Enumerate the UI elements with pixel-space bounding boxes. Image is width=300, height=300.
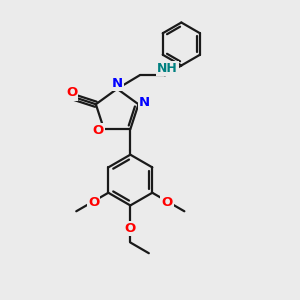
Text: O: O xyxy=(161,196,172,208)
Text: O: O xyxy=(125,222,136,235)
Text: O: O xyxy=(66,86,77,100)
Text: O: O xyxy=(88,196,99,208)
Text: NH: NH xyxy=(157,62,178,75)
Text: N: N xyxy=(112,77,123,90)
Text: O: O xyxy=(92,124,104,137)
Text: N: N xyxy=(139,96,150,109)
